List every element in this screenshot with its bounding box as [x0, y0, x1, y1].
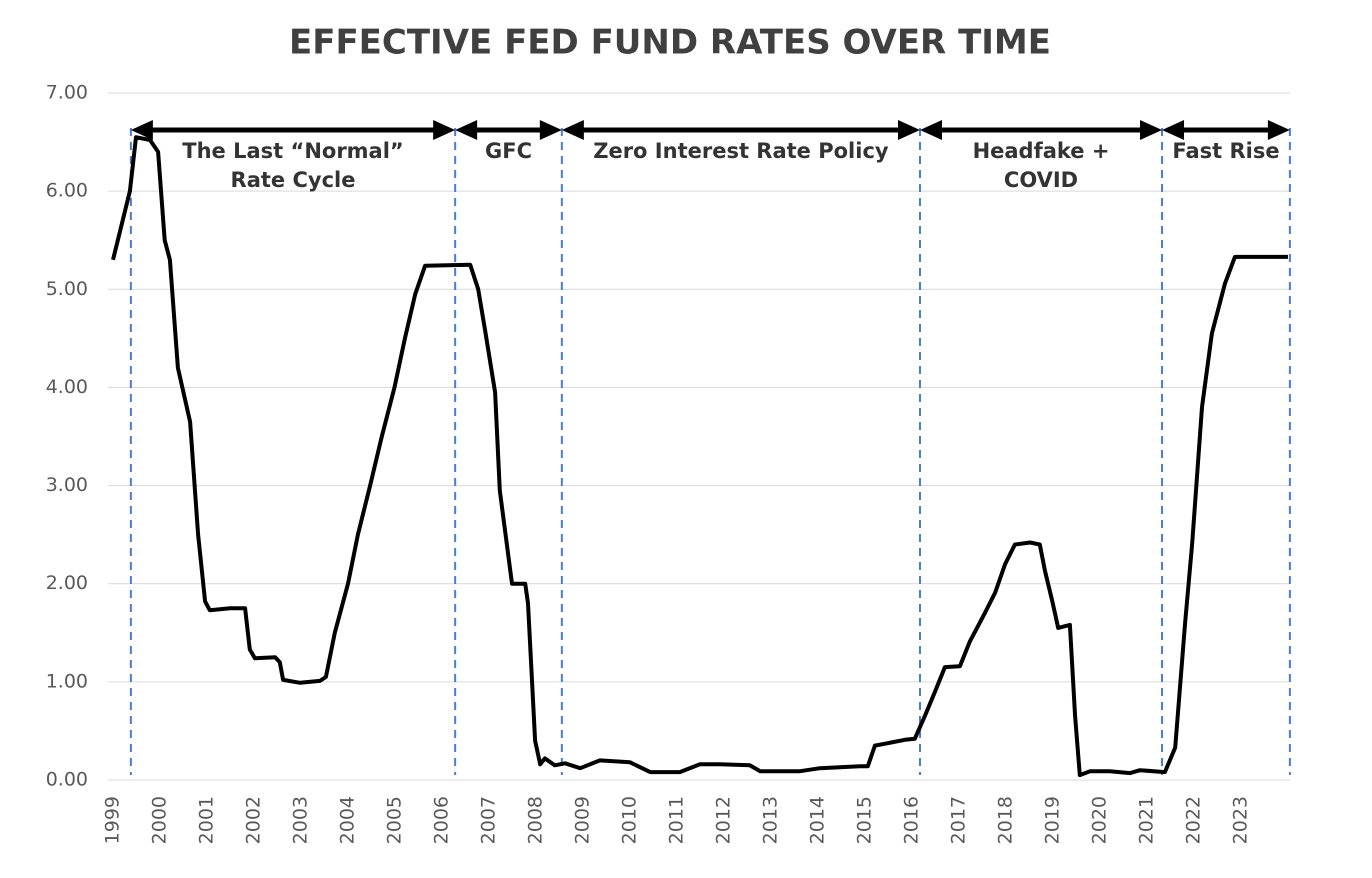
- x-tick-label: 2009: [572, 796, 594, 844]
- phase-label: The Last “Normal”: [182, 139, 403, 163]
- chart-title: EFFECTIVE FED FUND RATES OVER TIME: [289, 23, 1051, 63]
- phase-label: GFC: [485, 139, 532, 163]
- x-tick-label: 2014: [807, 796, 829, 844]
- x-tick-label: 2016: [901, 796, 923, 844]
- x-tick-label: 2019: [1042, 796, 1064, 844]
- y-tick-label: 1.00: [46, 670, 88, 692]
- phase-label: Fast Rise: [1172, 139, 1279, 163]
- x-tick-label: 1999: [102, 796, 124, 844]
- y-tick-label: 0.00: [46, 769, 88, 791]
- x-tick-label: 2000: [149, 796, 171, 844]
- x-tick-label: 2008: [525, 796, 547, 844]
- y-tick-label: 2.00: [46, 572, 88, 594]
- phase-label: COVID: [1004, 168, 1078, 192]
- x-tick-label: 2003: [290, 796, 312, 844]
- x-tick-label: 2002: [243, 796, 265, 844]
- x-tick-label: 2020: [1089, 796, 1111, 844]
- phase-arrow: [561, 120, 920, 140]
- x-tick-label: 2001: [196, 796, 218, 844]
- y-tick-label: 3.00: [46, 474, 88, 496]
- rate-line: [111, 135, 1288, 778]
- x-tick-label: 2011: [666, 796, 688, 844]
- x-tick-label: 2010: [619, 796, 641, 844]
- x-tick-label: 2012: [713, 796, 735, 844]
- x-tick-label: 2005: [384, 796, 406, 844]
- y-tick-label: 6.00: [46, 180, 88, 202]
- x-tick-label: 2021: [1136, 796, 1158, 844]
- phase-label: Headfake +: [973, 139, 1110, 163]
- y-tick-label: 7.00: [46, 82, 88, 104]
- phase-label: Rate Cycle: [231, 168, 356, 192]
- phase-arrow: [1162, 120, 1290, 140]
- phase-arrow: [455, 120, 562, 140]
- x-tick-label: 2013: [760, 796, 782, 844]
- phase-arrow: [919, 120, 1163, 140]
- y-tick-label: 4.00: [46, 376, 88, 398]
- x-tick-label: 2023: [1230, 796, 1252, 844]
- x-tick-label: 2017: [948, 796, 970, 844]
- x-tick-label: 2006: [431, 796, 453, 844]
- x-tick-label: 2018: [995, 796, 1017, 844]
- x-tick-label: 2022: [1183, 796, 1205, 844]
- x-tick-label: 2015: [854, 796, 876, 844]
- x-tick-label: 2007: [478, 796, 500, 844]
- x-tick-label: 2004: [337, 796, 359, 844]
- y-tick-label: 5.00: [46, 278, 88, 300]
- phase-label: Zero Interest Rate Policy: [593, 139, 889, 163]
- phase-arrow: [130, 120, 456, 140]
